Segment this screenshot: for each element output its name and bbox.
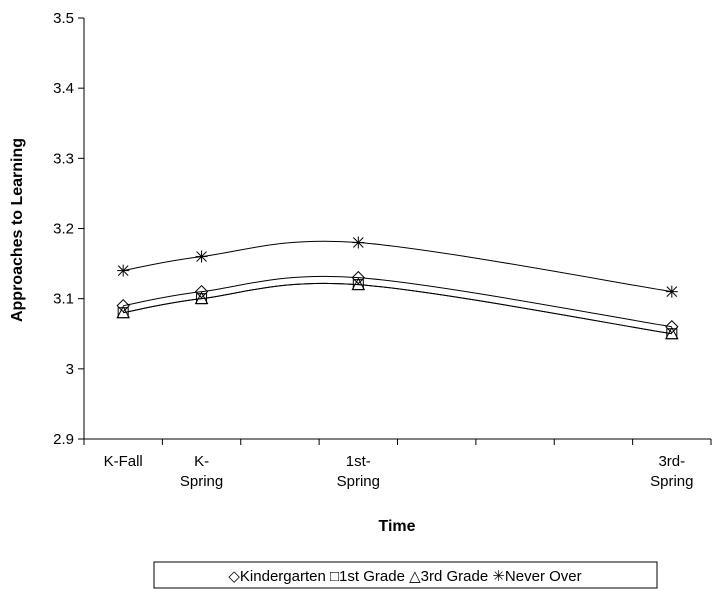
data-point-kindergarten bbox=[116, 298, 130, 313]
x-tick-label: 3rd-Spring bbox=[650, 453, 693, 490]
series-lines bbox=[116, 236, 679, 340]
x-tick-label: 1st-Spring bbox=[337, 453, 380, 490]
series-line-never-over bbox=[123, 240, 672, 293]
legend-items: ◇Kindergarten □1st Grade △3rd Grade ✳Nev… bbox=[228, 568, 581, 585]
y-tick-label: 3.2 bbox=[53, 221, 74, 238]
y-axis: 2.9 3 3.1 3.2 3.3 3.4 3.5 bbox=[53, 10, 85, 448]
data-point-3rd-grade bbox=[664, 326, 679, 340]
data-point-never-over bbox=[352, 236, 365, 249]
legend-item-never-over: ✳Never Over bbox=[488, 568, 581, 585]
x-axis: K-Fall K-Spring 1st-Spring 3rd-Spring bbox=[83, 438, 712, 490]
y-tick-label: 3 bbox=[66, 361, 74, 378]
y-tick-label: 2.9 bbox=[53, 431, 74, 448]
data-point-kindergarten bbox=[665, 320, 679, 334]
y-tick-label: 3.4 bbox=[53, 80, 74, 97]
x-axis-title: Time bbox=[378, 518, 415, 535]
x-tick-label: K-Fall bbox=[104, 453, 143, 470]
legend-item-3rd-grade: △3rd Grade bbox=[405, 568, 488, 585]
data-point-never-over bbox=[117, 264, 130, 277]
legend-item-1st-grade: □1st Grade bbox=[326, 568, 405, 585]
y-tick-label: 3.1 bbox=[53, 291, 74, 308]
series-line-kindergarten bbox=[123, 275, 672, 328]
data-point-kindergarten bbox=[194, 284, 209, 299]
data-point-never-over bbox=[665, 285, 678, 298]
data-point-3rd-grade bbox=[116, 305, 131, 319]
data-point-kindergarten bbox=[351, 270, 366, 285]
series-line-3rd-grade bbox=[123, 282, 672, 335]
x-tick-label: K-Spring bbox=[180, 453, 223, 490]
data-point-never-over bbox=[195, 250, 208, 263]
legend: ◇Kindergarten □1st Grade △3rd Grade ✳Nev… bbox=[153, 561, 658, 589]
y-tick-label: 3.3 bbox=[53, 150, 74, 167]
y-axis-title: Approaches to Learning bbox=[9, 138, 26, 322]
data-point-3rd-grade bbox=[351, 277, 366, 291]
legend-item-kindergarten: ◇Kindergarten bbox=[228, 568, 325, 585]
y-tick-label: 3.5 bbox=[53, 10, 74, 27]
legend-box bbox=[153, 561, 658, 589]
data-point-3rd-grade bbox=[194, 291, 209, 305]
